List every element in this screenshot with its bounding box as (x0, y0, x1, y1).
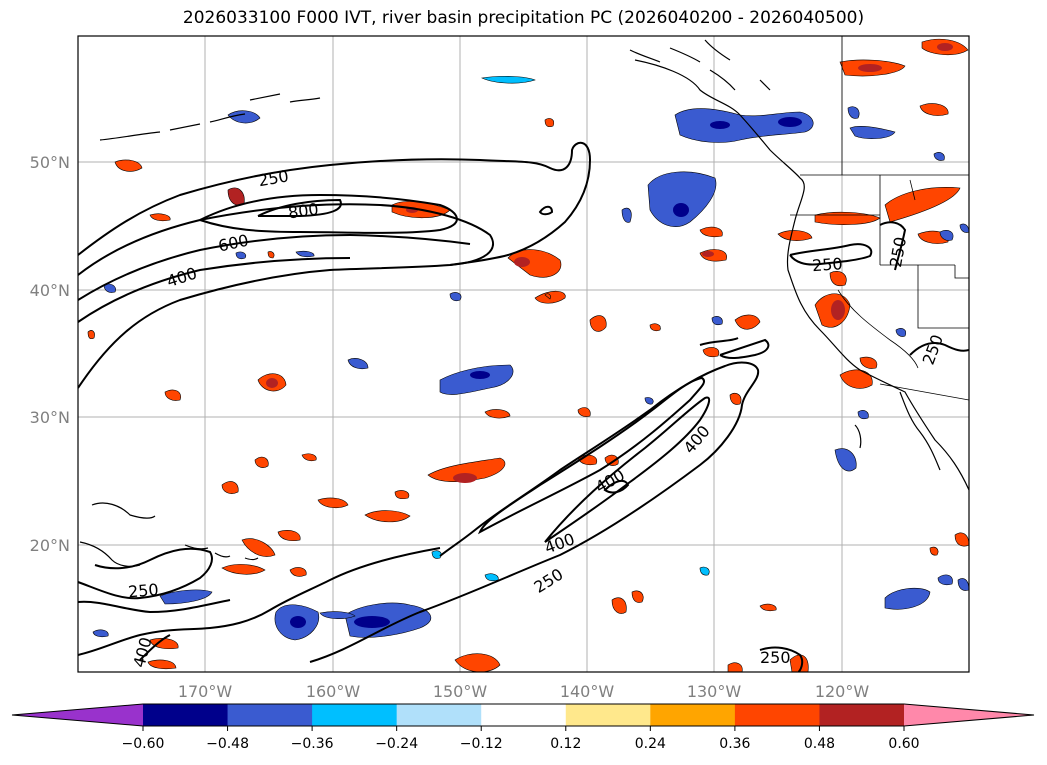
strong-negative-cores (290, 117, 802, 628)
colorbar-segment (565, 704, 651, 726)
colorbar-segment (650, 704, 736, 726)
lat-label: 50°N (30, 153, 70, 172)
colorbar-extend-min (12, 704, 143, 726)
strong-positive-cores (266, 43, 953, 483)
colorbar-extend-max (904, 704, 1034, 726)
contour-label: 250 (127, 580, 159, 602)
colorbar-tick-label: −0.24 (375, 736, 418, 752)
lon-label: 140°W (560, 682, 615, 701)
ivt-contours (78, 141, 969, 672)
lon-label: 170°W (178, 682, 233, 701)
lat-label: 40°N (30, 281, 70, 300)
contour-label: 250 (760, 648, 791, 667)
colorbar-tick-label: −0.48 (206, 736, 249, 752)
colorbar-tick-label: 0.24 (635, 736, 666, 752)
lat-label: 20°N (30, 536, 70, 555)
contour-label: 800 (287, 199, 320, 222)
lat-label: 30°N (30, 408, 70, 427)
contour-label: 250 (811, 254, 843, 275)
colorbar-tick-label: −0.12 (460, 736, 503, 752)
colorbar-segment (734, 704, 820, 726)
negative-precip-regions (92, 75, 969, 641)
colorbar-segment (396, 704, 482, 726)
map-title: 2026033100 F000 IVT, river basin precipi… (182, 8, 865, 28)
colorbar-tick-label: 0.60 (888, 736, 919, 752)
map-area (78, 36, 969, 672)
colorbar: −0.60 −0.48 −0.36 −0.24 −0.12 0.12 0.24 0.36 0.4… (11, 703, 1035, 752)
colorbar-tick-label: 0.36 (719, 736, 750, 752)
colorbar-segment (312, 704, 398, 726)
lon-label: 160°W (306, 682, 361, 701)
colorbar-segment (227, 704, 313, 726)
colorbar-tick-label: 0.48 (804, 736, 835, 752)
state-borders (790, 36, 969, 401)
colorbar-segment (143, 704, 229, 726)
lon-label: 120°W (815, 682, 870, 701)
colorbar-tick-label: −0.36 (291, 736, 334, 752)
colorbar-tick-label: 0.12 (550, 736, 581, 752)
colorbar-segment (481, 704, 567, 726)
colorbar-segment (819, 704, 905, 726)
map-frame (77, 35, 970, 673)
colorbar-tick-label: −0.60 (122, 736, 165, 752)
lon-axis: 170°W 160°W 150°W 140°W 130°W 120°W (178, 682, 870, 701)
lon-label: 150°W (433, 682, 488, 701)
lon-label: 130°W (687, 682, 742, 701)
lat-axis: 50°N 40°N 30°N 20°N (30, 153, 70, 555)
